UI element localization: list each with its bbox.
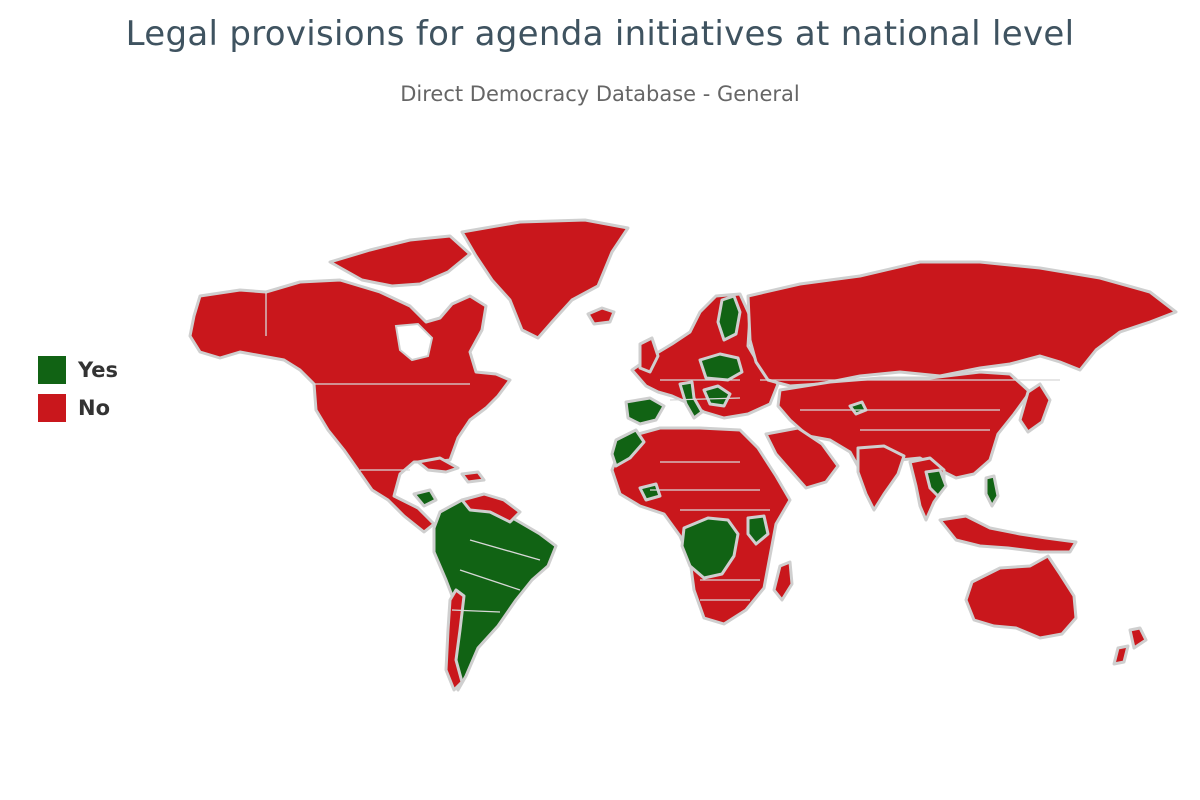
legend-item-yes[interactable]: Yes xyxy=(38,356,118,384)
region-finland[interactable] xyxy=(716,294,742,342)
region-arctic-islands[interactable] xyxy=(328,234,472,288)
region-indonesia[interactable] xyxy=(938,514,1078,554)
region-balkans-yes[interactable] xyxy=(702,384,732,408)
region-caribbean[interactable] xyxy=(416,456,460,474)
region-poland-lithuania[interactable] xyxy=(698,352,744,382)
legend-label-yes: Yes xyxy=(78,358,119,382)
region-thailand[interactable] xyxy=(924,468,948,498)
region-south-america-yes[interactable] xyxy=(432,498,558,692)
region-asia[interactable] xyxy=(776,370,1032,488)
region-venezuela-guianas[interactable] xyxy=(460,492,522,524)
region-morocco[interactable] xyxy=(610,428,646,468)
region-philippines[interactable] xyxy=(984,474,1000,508)
legend-label-no: No xyxy=(78,396,111,420)
legend-item-no[interactable]: No xyxy=(38,394,118,422)
legend: Yes No xyxy=(38,356,118,432)
region-india[interactable] xyxy=(856,444,906,512)
region-russia[interactable] xyxy=(746,260,1178,388)
region-greenland[interactable] xyxy=(460,218,630,340)
region-madagascar[interactable] xyxy=(772,560,794,602)
region-north-america[interactable] xyxy=(188,278,512,534)
region-japan[interactable] xyxy=(1018,382,1052,434)
region-west-africa-yes[interactable] xyxy=(638,482,662,502)
region-central-africa-yes[interactable] xyxy=(680,516,740,580)
legend-swatch-yes xyxy=(38,356,66,384)
region-central-america-yes[interactable] xyxy=(412,488,438,508)
region-hispaniola[interactable] xyxy=(460,470,486,484)
map-title: Legal provisions for agenda initiatives … xyxy=(125,14,1075,54)
region-chile[interactable] xyxy=(444,588,466,692)
region-east-africa-yes[interactable] xyxy=(746,514,770,546)
region-australia[interactable] xyxy=(964,554,1078,640)
region-arabia[interactable] xyxy=(764,426,840,490)
legend-swatch-no xyxy=(38,394,66,422)
region-uk[interactable] xyxy=(638,336,660,374)
region-new-zealand-south[interactable] xyxy=(1112,644,1130,666)
region-iceland[interactable] xyxy=(586,306,616,326)
map-subtitle: Direct Democracy Database - General xyxy=(400,82,800,106)
region-iberia[interactable] xyxy=(624,396,666,426)
region-new-zealand[interactable] xyxy=(1128,626,1148,650)
